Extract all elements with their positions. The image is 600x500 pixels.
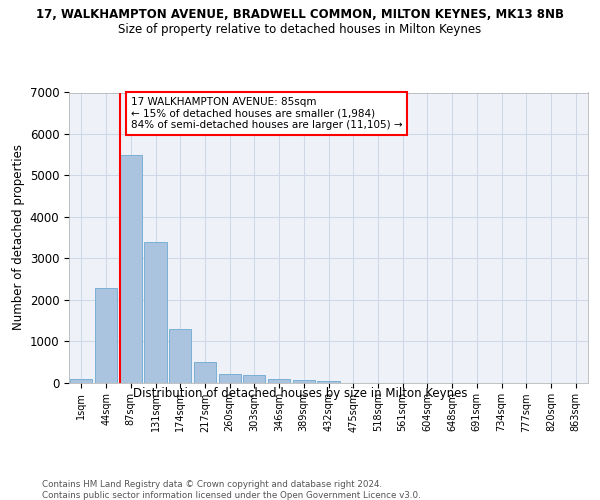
Bar bbox=[243, 375, 265, 382]
Text: Size of property relative to detached houses in Milton Keynes: Size of property relative to detached ho… bbox=[118, 22, 482, 36]
Bar bbox=[218, 374, 241, 382]
Bar bbox=[70, 379, 92, 382]
Bar bbox=[317, 381, 340, 382]
Bar bbox=[194, 362, 216, 382]
Bar bbox=[119, 156, 142, 382]
Bar bbox=[169, 328, 191, 382]
Bar bbox=[145, 242, 167, 382]
Text: 17 WALKHAMPTON AVENUE: 85sqm
← 15% of detached houses are smaller (1,984)
84% of: 17 WALKHAMPTON AVENUE: 85sqm ← 15% of de… bbox=[131, 96, 403, 130]
Text: Contains HM Land Registry data © Crown copyright and database right 2024.
Contai: Contains HM Land Registry data © Crown c… bbox=[42, 480, 421, 500]
Text: 17, WALKHAMPTON AVENUE, BRADWELL COMMON, MILTON KEYNES, MK13 8NB: 17, WALKHAMPTON AVENUE, BRADWELL COMMON,… bbox=[36, 8, 564, 20]
Bar bbox=[293, 380, 315, 382]
Bar bbox=[268, 378, 290, 382]
Text: Distribution of detached houses by size in Milton Keynes: Distribution of detached houses by size … bbox=[133, 388, 467, 400]
Y-axis label: Number of detached properties: Number of detached properties bbox=[13, 144, 25, 330]
Bar bbox=[95, 288, 117, 382]
